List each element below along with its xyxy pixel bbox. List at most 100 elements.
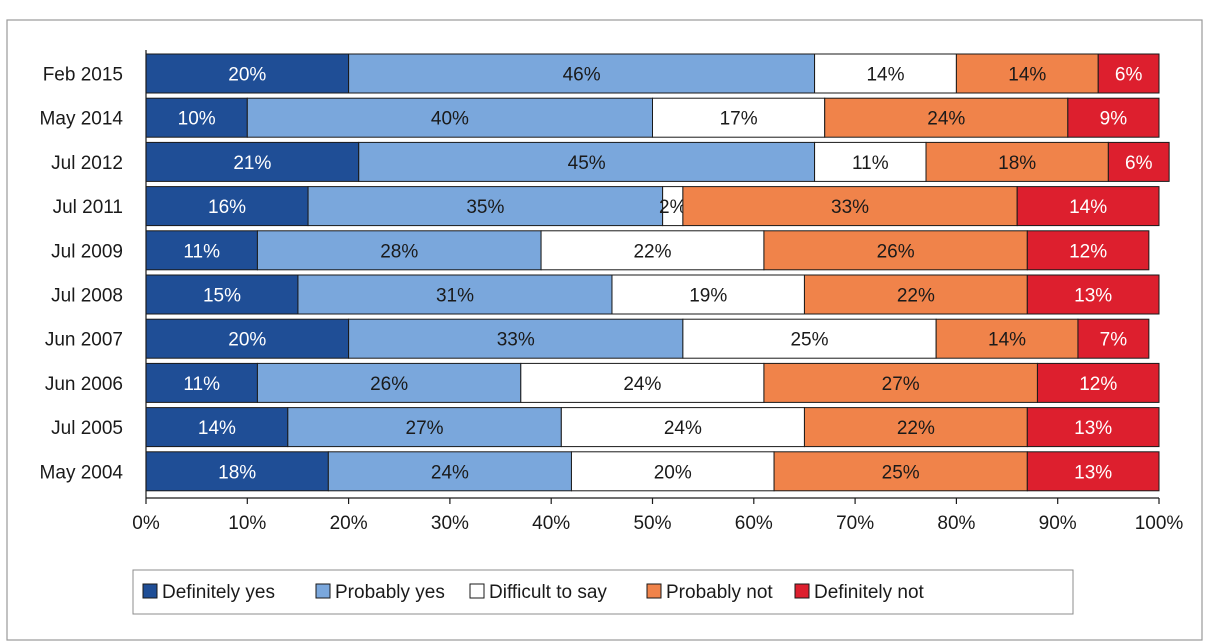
x-tick-label: 10% — [228, 513, 266, 534]
bar-segment — [1067, 97, 1160, 138]
data-label: 45% — [568, 153, 606, 174]
legend-swatch — [469, 583, 485, 599]
legend-label: Definitely yes — [162, 582, 275, 603]
category-label: Jul 2011 — [53, 197, 123, 218]
data-label: 25% — [790, 330, 828, 351]
bar-segment — [611, 274, 805, 315]
data-label: 27% — [406, 418, 444, 439]
data-label: 14% — [866, 65, 904, 86]
bar-segment — [570, 451, 775, 492]
data-label: 18% — [218, 462, 256, 483]
data-label: 33% — [831, 197, 869, 218]
bar-segment — [246, 97, 654, 138]
data-label: 15% — [203, 286, 241, 307]
x-tick-label: 20% — [330, 513, 368, 534]
data-label: 22% — [897, 418, 935, 439]
legend-label: Difficult to say — [489, 582, 607, 603]
category-label: Jun 2006 — [45, 374, 123, 395]
bar-segment — [1026, 407, 1160, 448]
bar-segment — [145, 230, 258, 271]
category-labels: Feb 2015 May 2014 Jul 2012 Jul 2011 Jul 2009… — [40, 65, 124, 484]
legend: Definitely yes Probably yes Difficult to s… — [132, 569, 1074, 615]
bar-segment — [145, 451, 329, 492]
bar-segment — [803, 274, 1028, 315]
x-tick-label: 50% — [633, 513, 671, 534]
category-label: Jul 2008 — [51, 286, 123, 307]
bar-segment — [1026, 230, 1150, 271]
data-label: 2% — [659, 197, 687, 218]
legend-swatch — [142, 583, 158, 599]
data-label: 24% — [431, 462, 469, 483]
bar-segment — [824, 97, 1069, 138]
bar-segment — [1107, 141, 1170, 182]
x-tick-label: 60% — [735, 513, 773, 534]
legend-label: Probably not — [666, 582, 773, 603]
data-label: 26% — [370, 374, 408, 395]
x-tick-label: 0% — [132, 513, 160, 534]
data-label: 20% — [228, 65, 266, 86]
category-label: Jun 2007 — [45, 330, 123, 351]
data-label: 13% — [1074, 286, 1112, 307]
data-label: 6% — [1125, 153, 1153, 174]
bar-segment — [145, 141, 360, 182]
bar-segment — [358, 141, 816, 182]
data-label: 10% — [178, 109, 216, 130]
data-label: 9% — [1100, 109, 1128, 130]
data-label: 20% — [228, 330, 266, 351]
bar-segment — [1097, 53, 1160, 94]
data-label: 26% — [877, 241, 915, 262]
bar-segment — [652, 97, 826, 138]
bar-segment — [307, 186, 664, 227]
legend-swatch — [646, 583, 662, 599]
x-tick-label: 80% — [937, 513, 975, 534]
data-label: 11% — [852, 153, 889, 174]
data-label: 6% — [1115, 65, 1143, 86]
x-tick-label: 30% — [431, 513, 469, 534]
category-label: Jul 2009 — [51, 241, 123, 262]
bar-segment — [814, 141, 927, 182]
category-label: May 2014 — [40, 109, 124, 130]
data-label: 14% — [1069, 197, 1107, 218]
bar-segment — [145, 362, 258, 403]
x-tick-label: 40% — [532, 513, 570, 534]
bar-segment — [348, 318, 684, 359]
bar-segment — [327, 451, 572, 492]
bar-segment — [955, 53, 1099, 94]
bar-segment — [763, 362, 1038, 403]
bar-segment — [1026, 451, 1160, 492]
data-label: 46% — [563, 65, 601, 86]
data-label: 33% — [497, 330, 535, 351]
category-label: Feb 2015 — [43, 65, 123, 86]
data-label: 25% — [882, 462, 920, 483]
x-axis: 0% 10% 20% 30% 40% 50% 60% 70% 80% 90% 100% — [132, 50, 1183, 534]
data-label: 17% — [720, 109, 758, 130]
bar-segment — [682, 186, 1018, 227]
data-label: 11% — [183, 374, 220, 395]
legend-label: Definitely not — [814, 582, 925, 603]
legend-box — [132, 569, 1074, 615]
bar-segment — [1077, 318, 1150, 359]
legend-label: Probably yes — [335, 582, 445, 603]
bar-segment — [773, 451, 1028, 492]
x-tick-label: 70% — [836, 513, 874, 534]
data-label: 28% — [380, 241, 418, 262]
data-label: 7% — [1100, 330, 1128, 351]
data-label: 13% — [1074, 462, 1112, 483]
data-label: 12% — [1079, 374, 1117, 395]
bar-segment — [763, 230, 1028, 271]
data-label: 11% — [183, 241, 220, 262]
data-label: 12% — [1069, 241, 1107, 262]
data-label: 16% — [208, 197, 246, 218]
legend-swatch — [794, 583, 810, 599]
data-label: 31% — [436, 286, 474, 307]
bar-segment — [297, 274, 613, 315]
data-label: 27% — [882, 374, 920, 395]
bar-segment — [1036, 362, 1160, 403]
bars-layer: 20% 46% 14% 14% 6% 10% 40% 17% 24% 9% 21% 45% 11% 18%… — [145, 53, 1170, 492]
data-label: 18% — [998, 153, 1036, 174]
category-label: Jul 2012 — [51, 153, 123, 174]
data-label: 22% — [633, 241, 671, 262]
data-label: 40% — [431, 109, 469, 130]
bar-segment — [1026, 274, 1160, 315]
data-label: 14% — [198, 418, 236, 439]
